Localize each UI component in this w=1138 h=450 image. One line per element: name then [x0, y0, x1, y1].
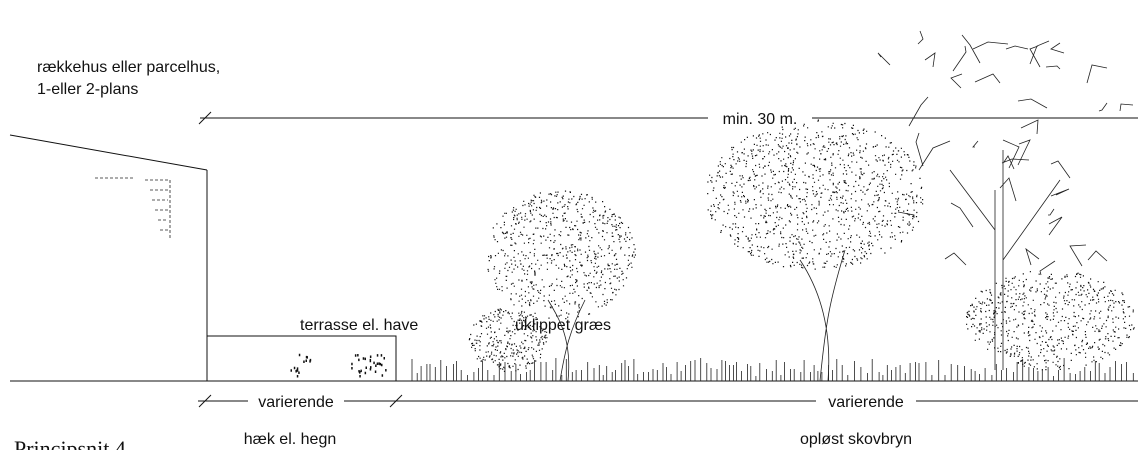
right-dimension-label: varierende — [828, 394, 904, 411]
total-dimension-label: min. 30 m. — [723, 111, 798, 128]
tree-canopy — [468, 308, 548, 372]
tree-canopy — [966, 271, 1135, 371]
terrace-label: terrasse el. have — [300, 317, 418, 334]
trees — [290, 30, 1135, 382]
tree-canopy — [487, 190, 636, 320]
grass-label: uklippet græs — [515, 317, 611, 334]
terrace-plants — [290, 353, 387, 378]
title-line-1: rækkehus eller parcelhus, — [37, 59, 220, 76]
grass — [411, 358, 1134, 381]
caption: Principsnit 4 — [14, 436, 126, 450]
tree-trunk — [949, 150, 1061, 370]
tree-canopy — [707, 119, 924, 270]
tree-crown — [877, 30, 1134, 276]
total-dimension: min. 30 m. — [198, 108, 1138, 128]
house — [9, 134, 208, 381]
tree-trunk — [547, 299, 586, 382]
terrace-box — [206, 335, 397, 382]
forest-edge-label: opløst skovbryn — [800, 431, 912, 448]
hedge-label: hæk el. hegn — [244, 431, 337, 448]
title-line-2: 1-eller 2-plans — [37, 81, 138, 98]
left-dimension-label: varierende — [258, 394, 334, 411]
bottom-dimension: varierende varierende — [198, 391, 1138, 411]
tree-trunk — [799, 249, 846, 382]
